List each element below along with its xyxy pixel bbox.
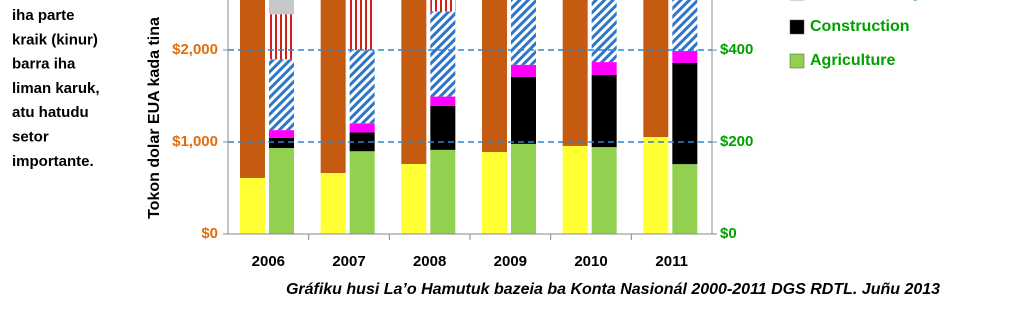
x-tick-label: 2009 <box>494 253 527 270</box>
bar-segment <box>672 164 698 234</box>
bar-segment <box>349 0 375 51</box>
bar-segment <box>240 0 265 178</box>
note-line: setor <box>12 128 49 145</box>
bar-segment <box>591 62 617 75</box>
y-axis-label: Tokon dolar EUA kada tina <box>146 17 163 219</box>
y2-tick-label: $0 <box>720 225 737 242</box>
x-tick-label: 2006 <box>252 253 285 270</box>
bar-segment <box>269 14 294 60</box>
bar-segment <box>643 137 669 234</box>
bar-segment <box>511 76 536 144</box>
y-tick-label: $1,000 <box>172 133 218 150</box>
bar-segment <box>591 147 617 234</box>
source-note: Gráfiku husi La’o Hamutuk bazeia ba Kont… <box>286 281 940 298</box>
legend-swatch <box>789 53 805 69</box>
bar-segment <box>320 172 346 234</box>
bar-segment <box>562 145 588 234</box>
bar-segment <box>430 149 456 234</box>
bar-segment <box>349 151 375 234</box>
bar-segment <box>269 137 294 149</box>
y2-tick-label: $400 <box>720 41 753 58</box>
x-tick-label: 2008 <box>413 253 446 270</box>
bar-segment <box>430 0 456 12</box>
bar-segment <box>430 96 456 106</box>
note-line: liman karuk, <box>12 80 100 97</box>
legend-label: Manufacturing <box>810 0 920 1</box>
bar-segment <box>430 105 456 150</box>
note-line: kraik (kinur) <box>12 31 98 48</box>
legend-label: Agriculture <box>810 52 895 69</box>
note-line: importante. <box>12 153 94 170</box>
bar-segment <box>401 163 427 234</box>
bar-segment <box>511 143 536 234</box>
bar-segment <box>511 0 536 65</box>
x-tick-label: 2007 <box>332 253 365 270</box>
bar-segment <box>672 62 698 165</box>
bar-segment <box>672 51 698 63</box>
bar-segment <box>562 0 588 146</box>
y2-tick-label: $200 <box>720 133 753 150</box>
bar-segment <box>349 123 375 133</box>
bar-segment <box>430 11 456 97</box>
x-tick-label: 2011 <box>655 253 688 270</box>
bar-segment <box>672 0 698 52</box>
bar-segment <box>482 0 507 153</box>
bar-segment <box>269 130 294 138</box>
y-tick-label: $0 <box>201 225 218 242</box>
plot-area <box>240 0 698 234</box>
bar-segment <box>269 148 294 234</box>
legend-swatch <box>789 19 805 35</box>
bar-segment <box>482 152 507 234</box>
bar-segment <box>511 64 536 77</box>
note-line: iha parte <box>12 7 75 24</box>
y-tick-label: $2,000 <box>172 41 218 58</box>
x-tick-label: 2010 <box>574 253 607 270</box>
bar-segment <box>269 0 294 15</box>
bar-segment <box>269 59 294 131</box>
bar-segment <box>320 0 346 173</box>
bar-segment <box>401 0 427 164</box>
legend-label: Construction <box>810 18 910 35</box>
bar-segment <box>591 74 617 148</box>
bar-segment <box>643 0 669 138</box>
bar-segment <box>349 50 375 124</box>
bar-segment <box>240 177 265 234</box>
bar-segment <box>591 0 617 63</box>
note-line: barra iha <box>12 56 76 73</box>
note-line: atu hatudu <box>12 104 89 121</box>
